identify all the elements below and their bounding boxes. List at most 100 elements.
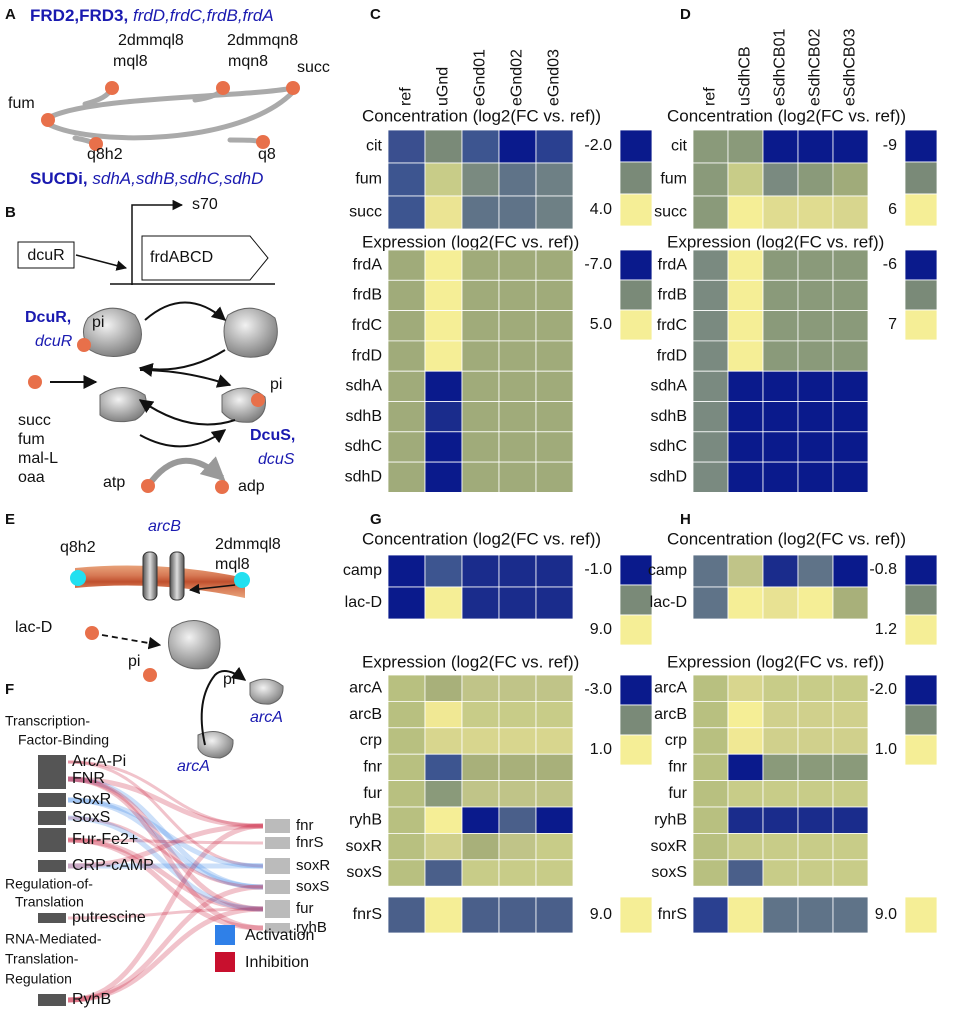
column-label: uSdhCB [737,46,754,106]
row-label: fnr [668,759,687,776]
heatmap-cell [762,162,799,197]
node-label: succ [297,59,330,76]
transfer-arrow [200,666,247,746]
colorbar-block [619,584,653,616]
heatmap-cell [424,310,463,342]
colorbar-block [619,279,653,311]
panel-label: B [5,204,16,221]
heatmap-cell [727,753,764,782]
heatmap-cell [424,162,463,197]
pi-label: pi [92,314,104,331]
colorbar-block [619,674,653,706]
quinone-node [234,572,250,588]
heatmap-cell [797,780,834,808]
colorbar-block [619,249,653,281]
pi-label: pi [128,653,140,670]
heatmap-cell [762,896,799,934]
colorbar-label: -3.0 [584,681,612,698]
row-label: sdhB [346,408,382,425]
heatmap-cell [387,401,426,433]
row-label: arcA [654,679,687,696]
heatmap-cell [461,401,500,433]
heatmap-cell [832,310,869,342]
heatmap-cell [762,431,799,463]
colorbar-block [619,309,653,341]
heatmap-cell [762,554,799,588]
heatmap-cell [797,896,834,934]
heatmap-cell [692,279,729,311]
row-label: arcB [654,706,687,723]
flow [67,884,264,1003]
heatmap-cell [762,249,799,281]
heatmap-cell [797,162,834,197]
column-label: eSdhCB01 [772,29,789,106]
colorbar-label: 5.0 [590,316,612,333]
sigma-label: s70 [192,196,218,213]
heatmap-cell [461,586,500,620]
protein-label: arcB [148,518,181,535]
heatmap-cell [461,129,500,164]
protein-label: arcA [250,709,283,726]
heatmap-cell [832,340,869,372]
colorbar-label: -2.0 [869,681,897,698]
node-label: mqn8 [228,53,268,70]
column-label: eSdhCB02 [807,29,824,106]
heatmap-cell [727,780,764,808]
colorbar-block [619,129,653,163]
regulator-label: Fur-Fe2+ [72,831,138,848]
heatmap-cell [498,461,537,493]
regulator-label: SoxS [72,809,110,826]
heatmap-cell [387,780,426,808]
heatmap-cell [387,806,426,834]
row-label: cit [366,138,383,155]
heatmap-cell [762,780,799,808]
column-label: eGnd01 [472,49,489,106]
target-bar [265,923,290,933]
heatmap-cell [498,370,537,402]
heatmap-cell [762,340,799,372]
row-label: soxS [651,864,687,881]
row-label: fur [363,785,382,802]
heatmap-cell [461,674,500,702]
colorbar-block [904,279,938,311]
heatmap-cell [424,401,463,433]
electron-arrow [188,583,236,595]
heatmap-cell [832,279,869,311]
heatmap-cell [727,279,764,311]
colorbar-block [904,704,938,736]
heatmap-cell [535,195,574,230]
heatmap-cell [498,310,537,342]
heatmap-cell [535,249,574,281]
heatmap-cell [727,701,764,729]
reaction-name: SUCDi, [30,169,88,188]
heatmap-cell [498,701,537,729]
heatmap-cell [535,162,574,197]
target-bar [265,880,290,894]
heatmap-cell [498,896,537,934]
heatmap-cell [692,780,729,808]
heatmap-cell [832,195,869,230]
heatmap-title: Expression (log2(FC vs. ref)) [667,652,884,671]
regulator-bar [38,994,66,1006]
colorbar-label: -2.0 [584,137,612,154]
row-label: soxR [346,838,382,855]
heatmap-cell [461,896,500,934]
heatmap-cell [797,586,834,620]
heatmap-title: Concentration (log2(FC vs. ref)) [667,529,906,548]
flow [67,837,264,912]
heatmap-cell [387,431,426,463]
heatmap-cell [424,833,463,861]
row-label: fur [668,785,687,802]
colorbar-label: 7 [888,316,897,333]
heatmap-cell [832,554,869,588]
row-label: soxS [346,864,382,881]
flow [67,906,264,1003]
heatmap-cell [424,129,463,164]
heatmap-cell [387,701,426,729]
regulator-bar [38,793,66,807]
heatmap-cell [692,753,729,782]
flow [67,797,264,890]
heatmap-cell [498,431,537,463]
